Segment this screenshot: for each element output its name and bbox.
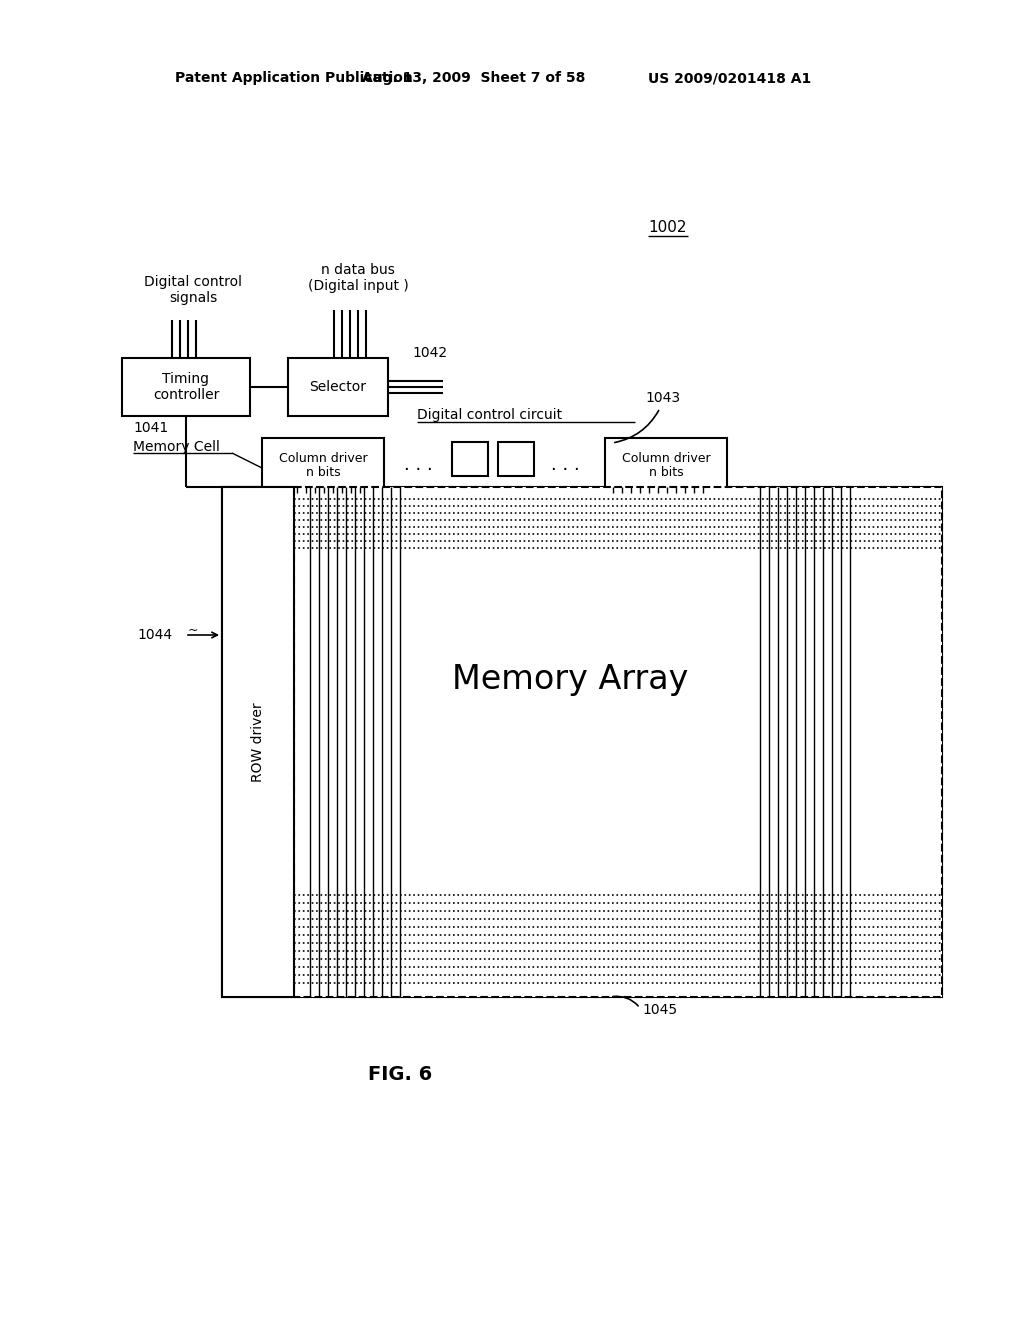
Text: 1042: 1042 [412,346,447,360]
Bar [294,487,942,997]
Text: Digital control circuit: Digital control circuit [417,408,562,422]
Text: Memory Cell: Memory Cell [133,440,220,454]
Bar [498,442,534,477]
Text: n data bus
(Digital input ): n data bus (Digital input ) [307,263,409,293]
Bar [122,358,250,416]
Text: Selector: Selector [309,380,367,393]
Bar [605,438,727,492]
Text: ROW driver: ROW driver [251,702,265,781]
Text: 1044: 1044 [137,628,172,642]
Text: 1041: 1041 [133,421,168,436]
Text: Patent Application Publication: Patent Application Publication [175,71,413,84]
Text: Aug. 13, 2009  Sheet 7 of 58: Aug. 13, 2009 Sheet 7 of 58 [362,71,586,84]
Bar [222,487,294,997]
Text: Memory Array: Memory Array [452,664,688,697]
Text: FIG. 6: FIG. 6 [368,1065,432,1085]
Text: Digital control
signals: Digital control signals [144,275,242,305]
Bar [288,358,388,416]
Bar [222,487,942,997]
Text: 1043: 1043 [645,391,680,405]
Text: 1045: 1045 [642,1003,677,1016]
Bar [452,442,488,477]
Text: US 2009/0201418 A1: US 2009/0201418 A1 [648,71,811,84]
Text: ~: ~ [187,623,199,636]
Bar [262,438,384,492]
Text: Timing
controller: Timing controller [153,372,219,403]
Text: 1002: 1002 [648,220,686,235]
Text: . . .: . . . [403,455,432,474]
Text: Column driver
n bits: Column driver n bits [279,451,368,479]
Text: Column driver
n bits: Column driver n bits [622,451,711,479]
Text: . . .: . . . [551,455,580,474]
